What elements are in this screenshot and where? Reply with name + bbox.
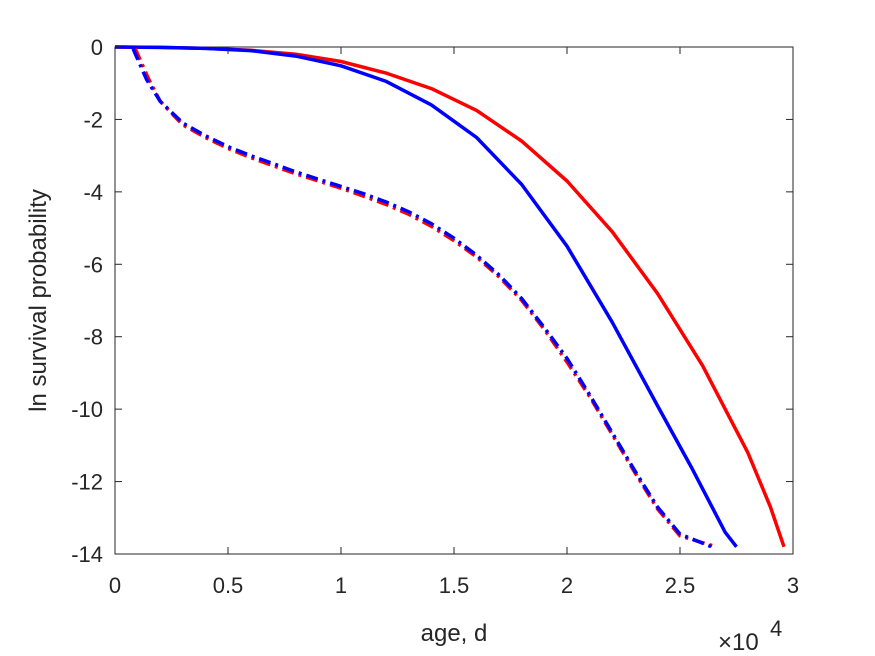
- x-tick-label: 3: [787, 573, 799, 598]
- plot-area: [114, 46, 794, 555]
- y-tick-label: -8: [83, 325, 103, 350]
- x-tick-label: 1.5: [439, 573, 470, 598]
- x-tick-label: 2: [561, 573, 573, 598]
- x-tick-label: 2.5: [665, 573, 696, 598]
- x-tick-label: 1: [335, 573, 347, 598]
- y-tick-label: -12: [71, 470, 103, 495]
- y-tick-label: -4: [83, 180, 103, 205]
- x-tick-label: 0: [109, 573, 121, 598]
- y-tick-label: -6: [83, 252, 103, 277]
- x-multiplier-base: ×10: [718, 629, 759, 656]
- y-tick-label: 0: [91, 35, 103, 60]
- x-multiplier-exponent: 4: [770, 616, 782, 641]
- ticks-layer: 0 0.5 1 1.5 2 2.5 3 -14 -12 -10 -8 -6 -4 -2 0: [71, 35, 799, 598]
- axes-box: [114, 46, 794, 555]
- y-tick-label: -2: [83, 107, 103, 132]
- series-line-4: [131, 48, 713, 549]
- y-tick-label: -14: [71, 542, 103, 567]
- y-tick-label: -10: [71, 397, 103, 422]
- x-axis-multiplier: ×10 4: [718, 616, 782, 656]
- x-axis-title: age, d: [421, 620, 488, 647]
- y-axis-title: ln survival probability: [25, 189, 52, 412]
- x-tick-label: 0.5: [213, 573, 244, 598]
